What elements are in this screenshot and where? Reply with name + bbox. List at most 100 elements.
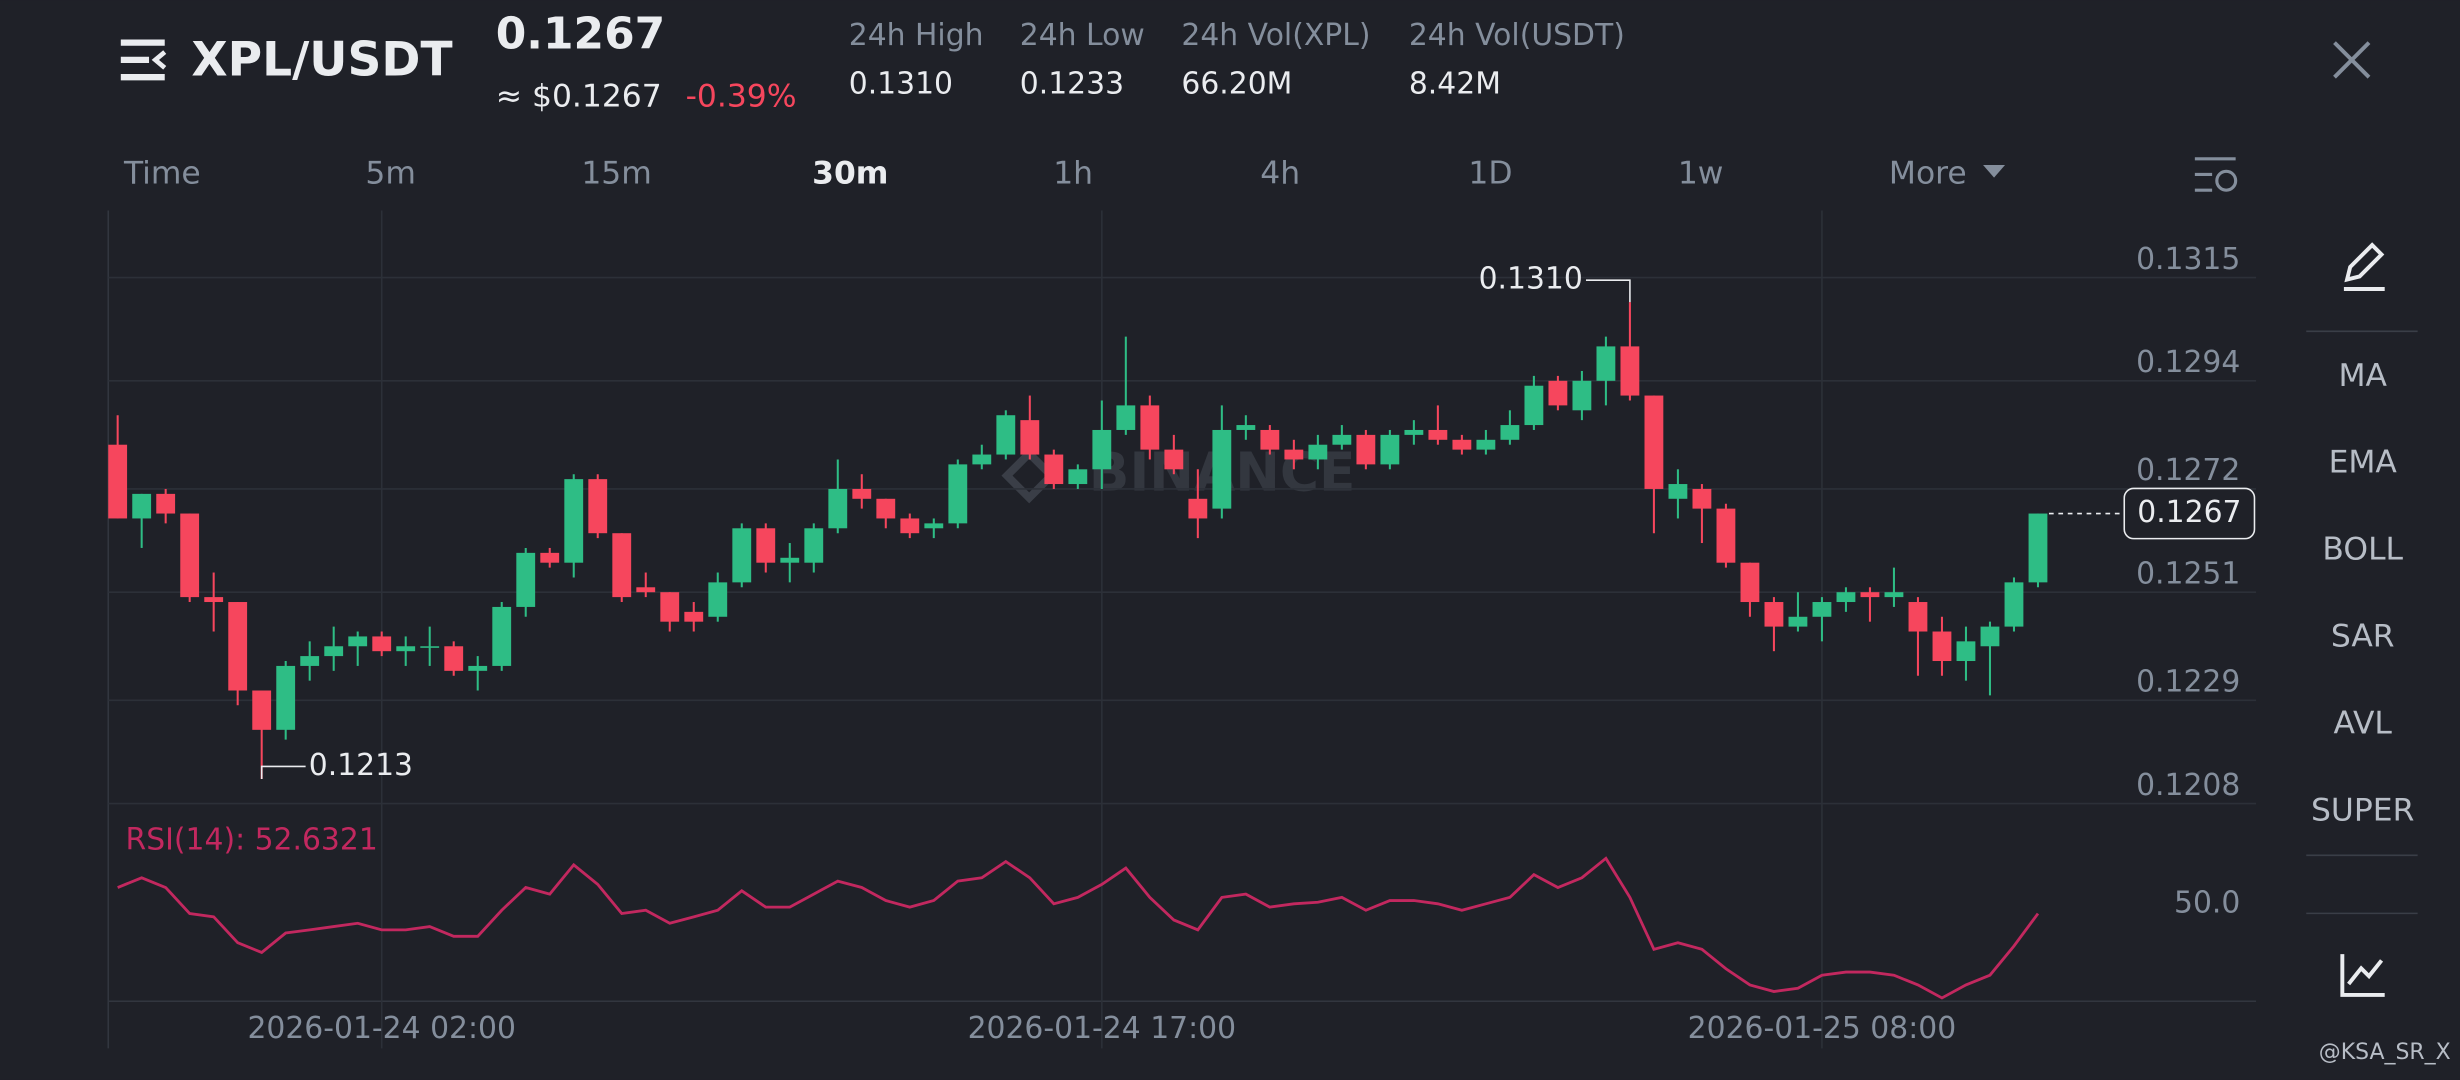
y-tick-label: 0.1272 [2136,453,2240,488]
candle-body [108,444,128,519]
icon-stroke [1001,447,1057,504]
candle-body [636,587,656,593]
low-label: 0.1213 [309,748,413,783]
interval-tab[interactable]: 1D [1468,155,1512,191]
candle-body [1236,425,1256,430]
candle-body [180,513,200,598]
candle-body [1044,454,1064,485]
candle-body [756,528,776,563]
indicator[interactable]: EMA [2329,445,2398,481]
candle-body [2028,513,2048,583]
candle-body [1620,346,1640,396]
chart-icon[interactable] [2340,954,2385,997]
candle-body [948,464,968,524]
indicator[interactable]: SUPER [2311,792,2414,828]
candle-body [204,597,224,603]
candle-body [276,665,296,730]
candle-body [1932,631,1952,662]
stat-label: 24h Low [1020,18,1145,53]
candle-body [1116,405,1136,430]
stat-label: 24h High [849,18,984,53]
candle-body [1380,434,1400,465]
stat-value: 0.1310 [849,67,953,102]
indicator[interactable]: MA [2338,358,2387,394]
interval-tab[interactable]: 30m [812,155,888,191]
stat-label: 24h Vol(USDT) [1409,18,1625,53]
candle-body [1740,562,1760,603]
candle-body [1572,380,1592,411]
stat-value: 0.1233 [1020,67,1124,102]
candle-body [1836,592,1856,603]
candle-body [684,611,704,622]
candle-body [588,479,608,534]
candle-body [1788,616,1808,627]
interval-tab[interactable]: 5m [365,155,415,191]
candle-body [324,646,344,657]
usd-price: ≈ $0.1267 [496,79,662,115]
pair[interactable]: XPL/USDT [191,33,452,88]
candle-body [1164,449,1184,470]
candle-body [468,665,488,671]
icon-stroke [151,50,167,70]
indicator[interactable]: BOLL [2322,532,2403,568]
watermark-logo [1001,447,1057,504]
candle-body [1428,429,1448,440]
settings-icon[interactable] [2194,157,2238,192]
candle-body [1668,484,1688,499]
low-marker [260,765,306,779]
candle-body [780,557,800,563]
candle-body [1068,469,1088,485]
candle-body [660,592,680,622]
candle-body [252,690,272,730]
icon-stroke [2347,959,2384,986]
candle-body [516,552,536,607]
interval-tab[interactable]: Time [123,155,201,191]
menu-icon[interactable] [120,39,167,81]
candle-body [900,518,920,534]
candle-body [372,636,392,652]
candle-body [1092,429,1112,470]
icon-stroke [2333,41,2371,79]
interval-tab[interactable]: 1h [1053,155,1093,191]
candle-body [1764,602,1784,627]
candle-body [1284,449,1304,460]
close-icon[interactable] [2333,41,2371,79]
icon-stroke [2215,169,2238,192]
candle-body [1452,439,1472,450]
candle-body [972,454,992,465]
candle-body [1188,498,1208,519]
candle-body [540,552,560,563]
candle-body [300,656,320,666]
indicator[interactable]: SAR [2331,619,2395,655]
candle-body [420,646,440,648]
rsi-title: RSI(14): 52.6321 [126,823,378,858]
candle-body [1644,395,1664,489]
interval-tab[interactable]: 4h [1260,155,1300,191]
price: 0.1267 [496,8,665,59]
candle-body [564,479,584,563]
candle-body [348,636,368,647]
candle-body [612,533,632,598]
candle-body [1956,641,1976,662]
interval-tab[interactable]: 15m [581,155,651,191]
candle-body [1404,429,1424,435]
candle-body [1908,602,1928,632]
candle-body [732,528,752,583]
indicator[interactable]: AVL [2334,706,2393,742]
candle-body [1980,626,2000,647]
high-marker [1585,279,1631,303]
candle-body [444,646,464,671]
last-price-box [2123,487,2256,540]
icon-stroke [2340,954,2385,997]
candle-body [924,523,944,529]
y-tick-label: 0.1294 [2136,345,2240,380]
footer-credit: @KSA_SR_X [2319,1040,2451,1065]
stat-value: 66.20M [1181,67,1292,102]
interval-tab[interactable]: 1w [1678,155,1724,191]
interval-tab[interactable]: More [1889,155,1967,191]
candle-body [876,498,896,519]
draw-icon[interactable] [2343,242,2385,291]
